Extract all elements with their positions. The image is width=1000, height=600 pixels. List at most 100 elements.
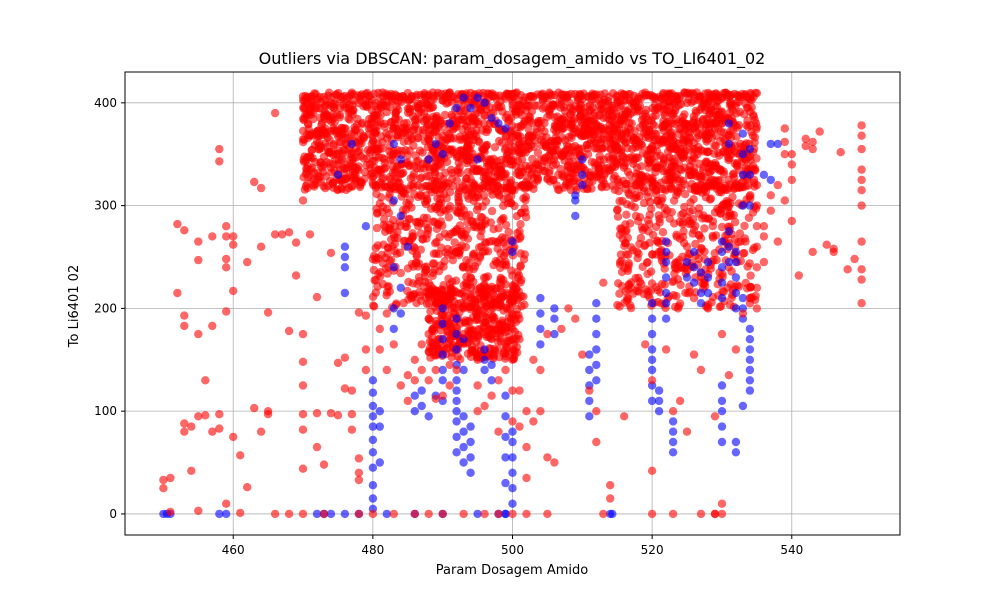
cluster-point xyxy=(661,247,671,257)
dense-outlier-point xyxy=(404,215,413,224)
cluster-point xyxy=(508,499,517,508)
outlier-point xyxy=(550,458,559,467)
outlier-point xyxy=(815,127,824,136)
dense-outlier-point xyxy=(464,316,473,326)
dense-outlier-point xyxy=(615,197,624,206)
dense-outlier-point xyxy=(653,285,662,295)
dense-outlier-point xyxy=(672,291,681,301)
outlier-point xyxy=(585,386,594,395)
dense-outlier-point xyxy=(408,279,418,288)
dense-outlier-point xyxy=(364,120,373,129)
dense-outlier-point xyxy=(457,227,467,237)
outlier-point xyxy=(263,308,273,317)
dense-outlier-point xyxy=(553,126,563,135)
dense-outlier-point xyxy=(741,237,750,246)
outlier-point xyxy=(333,358,343,368)
dense-outlier-point xyxy=(749,112,758,121)
cluster-point xyxy=(647,355,657,364)
dense-outlier-point xyxy=(412,157,421,167)
dense-outlier-point xyxy=(511,291,520,300)
dense-outlier-point xyxy=(371,288,381,297)
cluster-point xyxy=(466,437,475,447)
outlier-point xyxy=(508,355,517,364)
cluster-point xyxy=(571,191,580,200)
dense-outlier-point xyxy=(727,100,736,109)
dense-outlier-point xyxy=(671,302,680,312)
cluster-point xyxy=(759,170,769,179)
outlier-point xyxy=(508,509,517,519)
cluster-point xyxy=(501,412,510,421)
dense-outlier-point xyxy=(517,155,527,164)
outlier-point xyxy=(215,157,224,166)
dense-outlier-point xyxy=(636,233,646,243)
cluster-point xyxy=(452,103,461,113)
dense-outlier-point xyxy=(663,206,672,215)
outlier-point xyxy=(780,196,789,205)
dense-outlier-point xyxy=(595,156,604,165)
outlier-point xyxy=(270,230,280,239)
dense-outlier-point xyxy=(478,181,487,190)
outlier-point xyxy=(424,376,433,385)
cluster-point xyxy=(340,252,350,262)
cluster-point xyxy=(745,376,755,385)
dense-outlier-point xyxy=(529,180,538,189)
dense-outlier-point xyxy=(396,268,405,278)
dense-outlier-point xyxy=(479,294,489,303)
outlier-point xyxy=(752,283,762,292)
outlier-point xyxy=(256,242,266,251)
cluster-point xyxy=(661,299,671,308)
x-tick-label: 460 xyxy=(222,543,245,557)
dense-outlier-point xyxy=(471,117,480,126)
dense-outlier-point xyxy=(410,190,419,199)
dense-outlier-point xyxy=(705,195,715,204)
cluster-point xyxy=(592,360,601,370)
dense-outlier-point xyxy=(499,306,508,315)
outlier-point xyxy=(347,425,357,434)
cluster-point xyxy=(731,257,741,267)
cluster-point xyxy=(438,150,447,159)
dense-outlier-point xyxy=(549,100,558,109)
dense-outlier-point xyxy=(316,158,325,167)
outlier-point xyxy=(794,271,803,280)
dense-outlier-point xyxy=(480,309,489,318)
dense-outlier-point xyxy=(553,112,562,121)
outlier-point xyxy=(277,230,287,239)
outlier-point xyxy=(717,509,727,519)
cluster-point xyxy=(738,201,748,210)
dense-outlier-point xyxy=(506,314,516,323)
cluster-point xyxy=(222,509,231,519)
outlier-point xyxy=(319,460,329,469)
dense-outlier-point xyxy=(341,160,351,170)
cluster-point xyxy=(375,422,384,431)
dense-outlier-point xyxy=(494,190,503,199)
dense-outlier-point xyxy=(335,127,344,137)
dense-outlier-point xyxy=(480,111,489,121)
dense-outlier-point xyxy=(643,215,652,225)
dense-outlier-point xyxy=(638,226,647,235)
dense-outlier-point xyxy=(729,169,738,178)
cluster-point xyxy=(473,155,482,164)
dense-outlier-point xyxy=(469,264,478,274)
outlier-point xyxy=(215,424,224,433)
outlier-point xyxy=(389,509,398,519)
dense-outlier-point xyxy=(507,335,517,344)
dense-outlier-point xyxy=(455,289,464,298)
dense-outlier-point xyxy=(436,162,446,171)
dense-outlier-point xyxy=(665,168,674,177)
outlier-point xyxy=(592,437,601,447)
dense-outlier-point xyxy=(744,181,753,190)
dense-outlier-point xyxy=(518,181,528,190)
dense-outlier-point xyxy=(644,287,653,296)
dense-outlier-point xyxy=(422,213,432,223)
outlier-point xyxy=(480,329,489,339)
dense-outlier-point xyxy=(605,120,614,129)
dense-outlier-point xyxy=(648,173,657,183)
dense-outlier-point xyxy=(314,145,324,154)
cluster-point xyxy=(340,242,350,251)
dense-outlier-point xyxy=(463,234,473,243)
dense-outlier-point xyxy=(623,264,632,273)
cluster-point xyxy=(647,329,657,339)
dense-outlier-point xyxy=(423,100,432,109)
cluster-point xyxy=(585,396,594,406)
outlier-point xyxy=(298,410,308,419)
